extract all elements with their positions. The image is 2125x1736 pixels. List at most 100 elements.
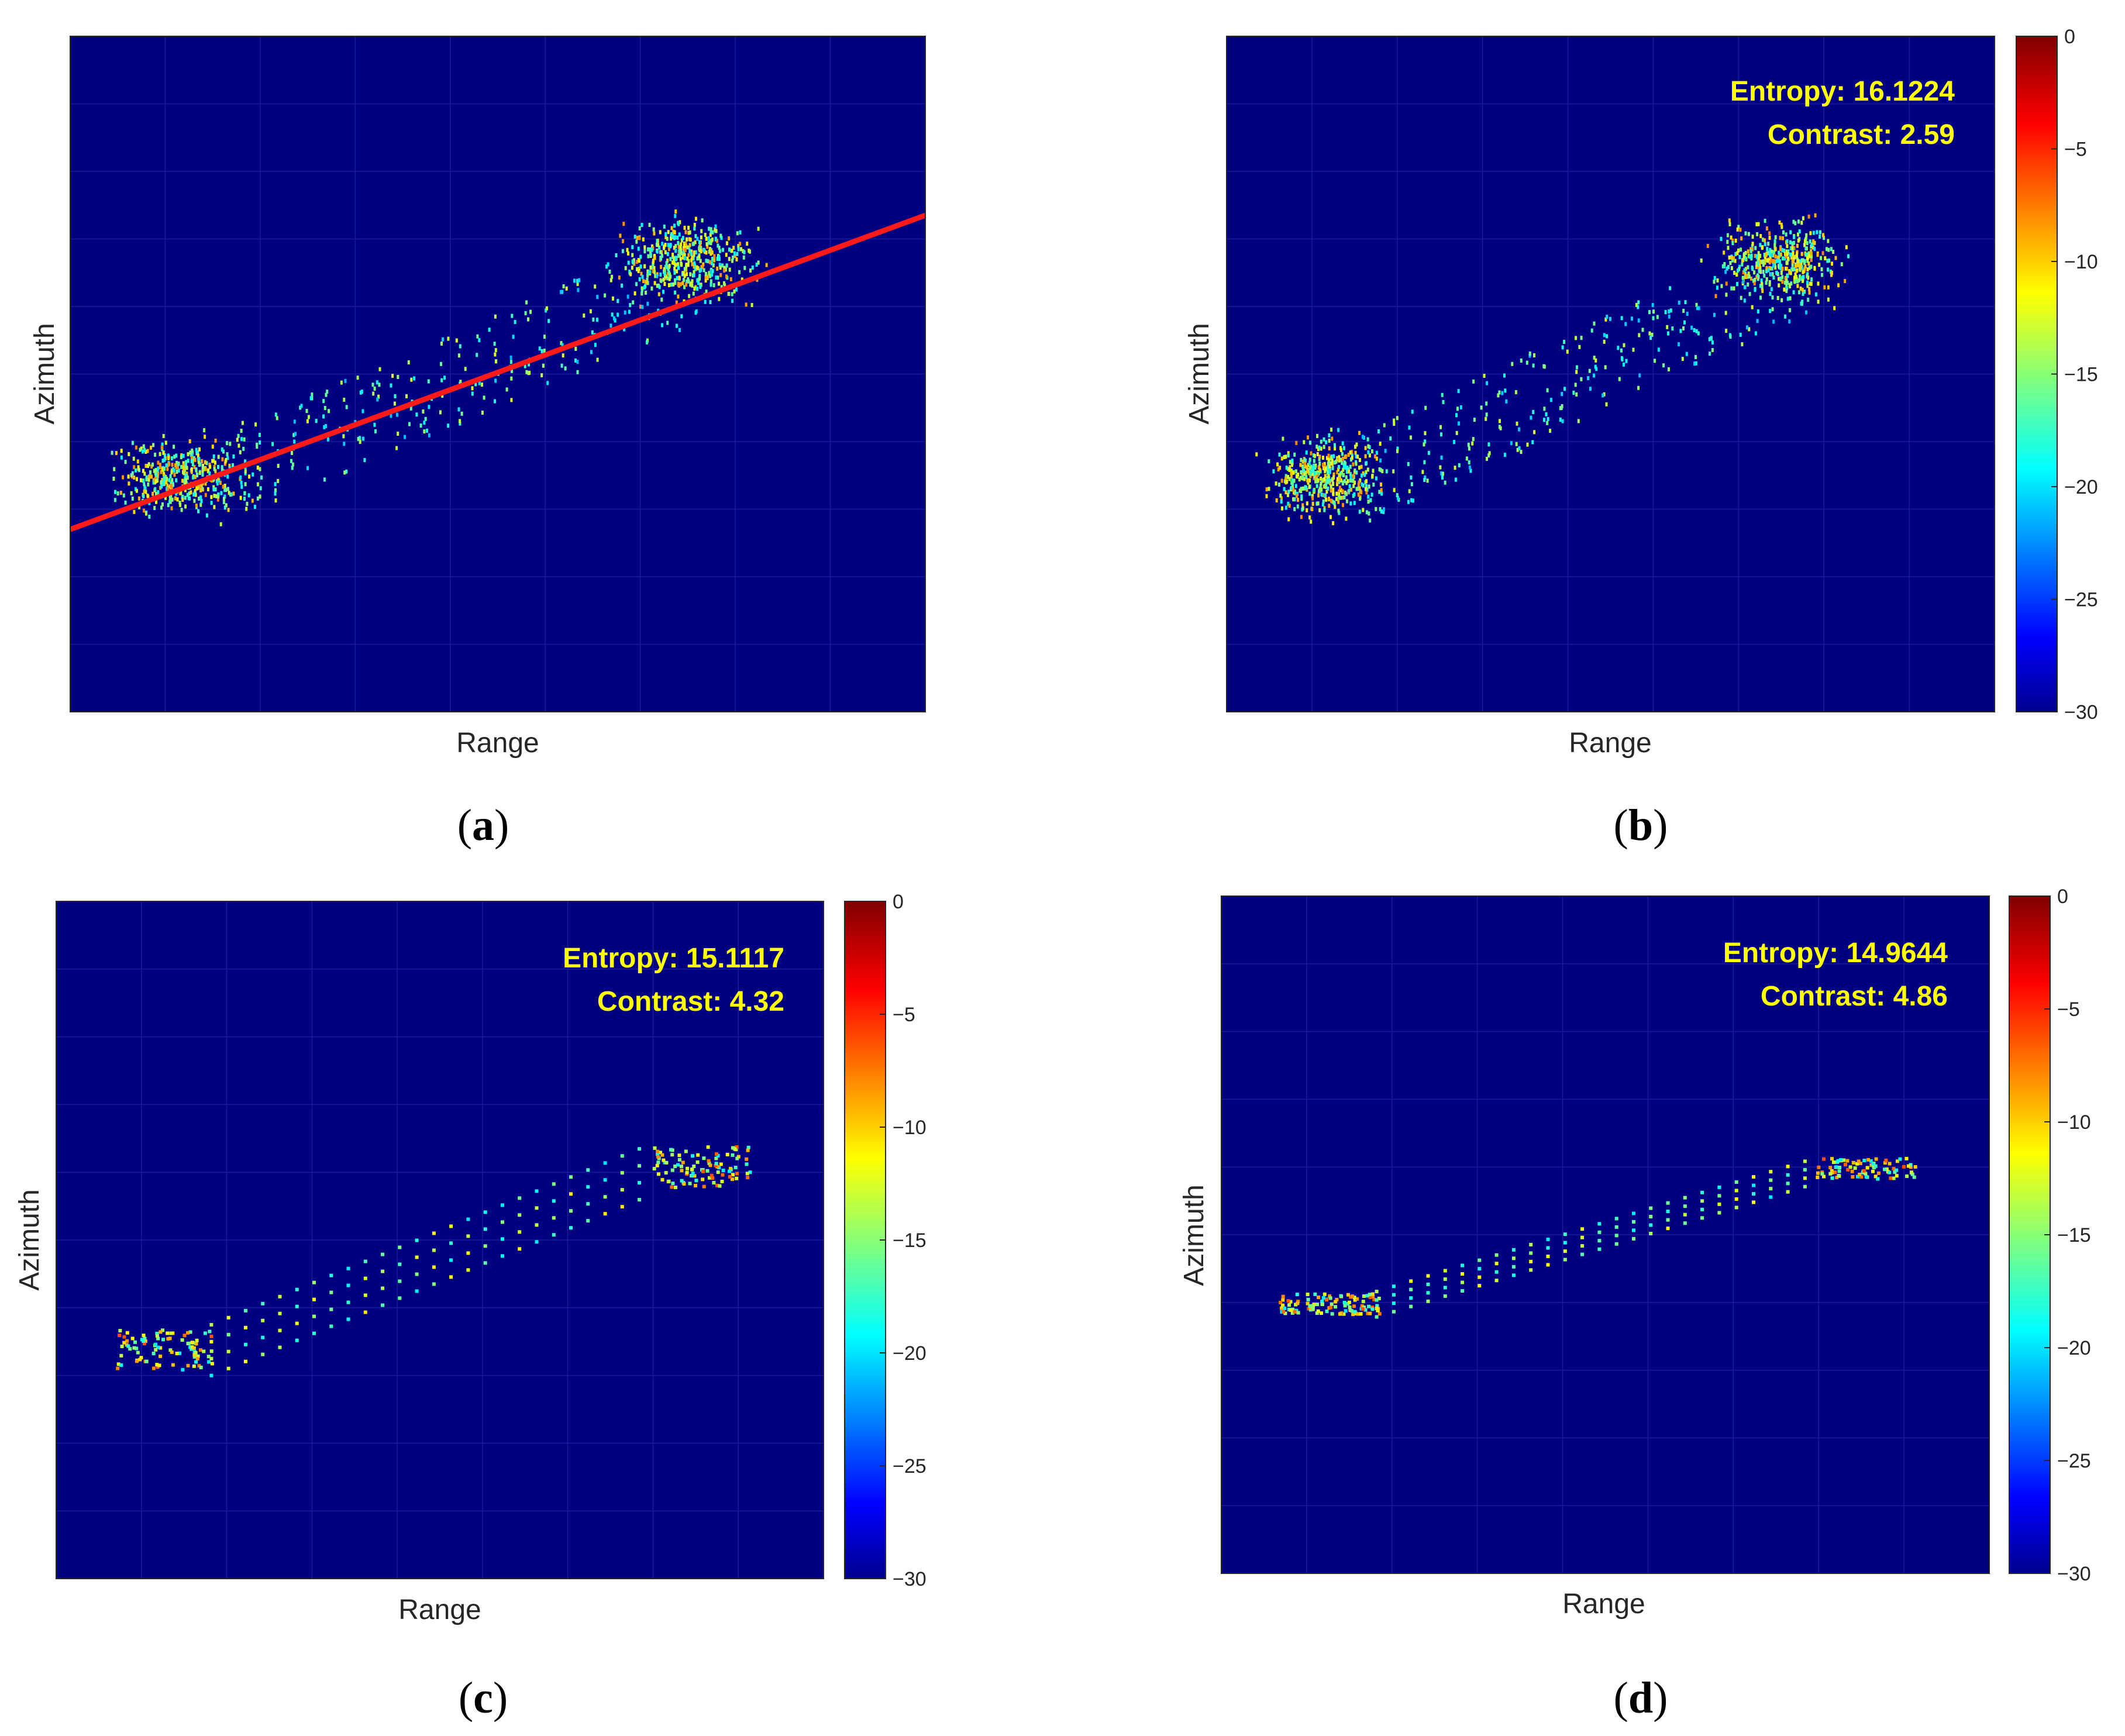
scatterer-point	[716, 257, 719, 261]
scatterer-point	[685, 1170, 689, 1174]
scatterer-point	[659, 1151, 663, 1155]
scatterer-point	[640, 291, 643, 296]
scatterer-point	[706, 1145, 710, 1149]
scatterer-point	[1378, 467, 1381, 471]
scatterer-point	[667, 270, 670, 275]
scatterer-point	[1724, 270, 1727, 274]
scatterer-point	[739, 242, 741, 246]
scatterer-point	[1423, 460, 1426, 464]
scatterer-point	[1311, 494, 1314, 498]
scatterer-point	[1757, 222, 1760, 226]
scatterer-point	[177, 465, 179, 470]
scatterer-point	[643, 264, 646, 268]
scatterer-point	[1362, 1294, 1366, 1298]
scatterer-point	[1800, 276, 1803, 281]
scatterer-point	[1335, 459, 1338, 464]
scatterer-point	[213, 494, 216, 498]
scatterer-point	[152, 443, 155, 447]
colorbar-b	[2016, 36, 2058, 712]
scatterer-point	[395, 412, 398, 417]
scatterer-point	[1487, 453, 1490, 458]
scatterer-point	[1761, 260, 1764, 264]
scatterer-point	[1328, 438, 1331, 443]
scatterer-point	[157, 466, 160, 471]
scatterer-point	[140, 446, 143, 451]
scatterer-point	[1322, 1292, 1327, 1296]
scatterer-point	[1668, 309, 1671, 314]
scatterer-point	[1716, 285, 1718, 290]
scatterer-point	[1895, 1168, 1899, 1172]
scatterer-point	[1683, 1213, 1687, 1217]
scatterer-point	[674, 257, 677, 261]
scatterer-point	[226, 1349, 230, 1353]
scatterer-point	[693, 261, 696, 266]
scatterer-point	[1792, 259, 1795, 264]
scatterer-point	[685, 267, 688, 272]
scatterer-point	[1765, 226, 1768, 230]
scatterer-point	[1366, 487, 1369, 492]
scatterer-point	[1620, 316, 1623, 321]
scatterer-point	[1827, 297, 1830, 302]
panel-d: Entropy: 14.9644 Contrast: 4.86 0−5−10−1…	[1179, 886, 2091, 1723]
scatterer-point	[1833, 1170, 1837, 1174]
scatterer-point	[1293, 507, 1296, 511]
scatterer-point	[1546, 1255, 1550, 1258]
scatterer-point	[711, 257, 714, 261]
scatterer-point	[346, 1283, 350, 1287]
scatterer-point	[562, 353, 564, 358]
scatterer-point	[1299, 476, 1302, 480]
scatterer-point	[1725, 329, 1728, 333]
scatterer-point	[1605, 402, 1608, 407]
scatterer-point	[742, 249, 745, 253]
scatterer-point	[1279, 466, 1282, 470]
scatterer-point	[1369, 498, 1372, 502]
scatterer-point	[1802, 258, 1804, 263]
scatterer-point	[1810, 277, 1813, 282]
scatterer-point	[204, 460, 206, 464]
scatterer-point	[1424, 475, 1427, 480]
scatterer-point	[1638, 333, 1641, 337]
scatterer-point	[1789, 240, 1792, 244]
scatterer-point	[1306, 1293, 1310, 1296]
scatterer-point	[1654, 359, 1656, 363]
scatterer-point	[1649, 336, 1652, 340]
scatterer-point	[673, 246, 676, 250]
scatterer-point	[1363, 473, 1366, 477]
scatterer-point	[197, 460, 200, 464]
scatterer-point	[247, 493, 250, 498]
scatterer-point	[194, 1360, 198, 1364]
scatterer-point	[1314, 479, 1317, 484]
scatterer-point	[746, 242, 749, 246]
scatterer-point	[1803, 1167, 1807, 1172]
scatterer-point	[748, 1170, 752, 1174]
scatterer-point	[1563, 387, 1566, 391]
scatterer-point	[692, 1165, 696, 1168]
scatterer-point	[259, 486, 262, 491]
scatterer-point	[1345, 454, 1348, 459]
scatterer-point	[1810, 257, 1813, 262]
scatterer-point	[186, 492, 189, 497]
scatterer-point	[139, 447, 142, 452]
scatterer-point	[1775, 270, 1778, 275]
scatterer-point	[432, 1265, 436, 1269]
scatterer-point	[1772, 250, 1775, 254]
scatterer-point	[1697, 331, 1700, 336]
scatterer-point	[1770, 259, 1773, 263]
scatterer-point	[1284, 479, 1287, 484]
scatterer-point	[1740, 247, 1742, 252]
scatterer-point	[1813, 266, 1816, 270]
scatterer-point	[1320, 1303, 1324, 1306]
scatterer-point	[1302, 472, 1305, 477]
scatterer-point	[1313, 1292, 1317, 1296]
scatterer-point	[710, 230, 712, 235]
scatterer-point	[483, 1244, 487, 1248]
scatterer-point	[1751, 242, 1754, 246]
scatterer-point	[1832, 1160, 1835, 1165]
scatterer-point	[1667, 331, 1669, 336]
scatterer-point	[1352, 478, 1355, 483]
scatterer-point	[720, 1179, 724, 1183]
scatterer-point	[1375, 1298, 1379, 1302]
scatterer-point	[1308, 1304, 1312, 1308]
scatterer-point	[1325, 490, 1328, 494]
scatterer-point	[424, 416, 427, 421]
